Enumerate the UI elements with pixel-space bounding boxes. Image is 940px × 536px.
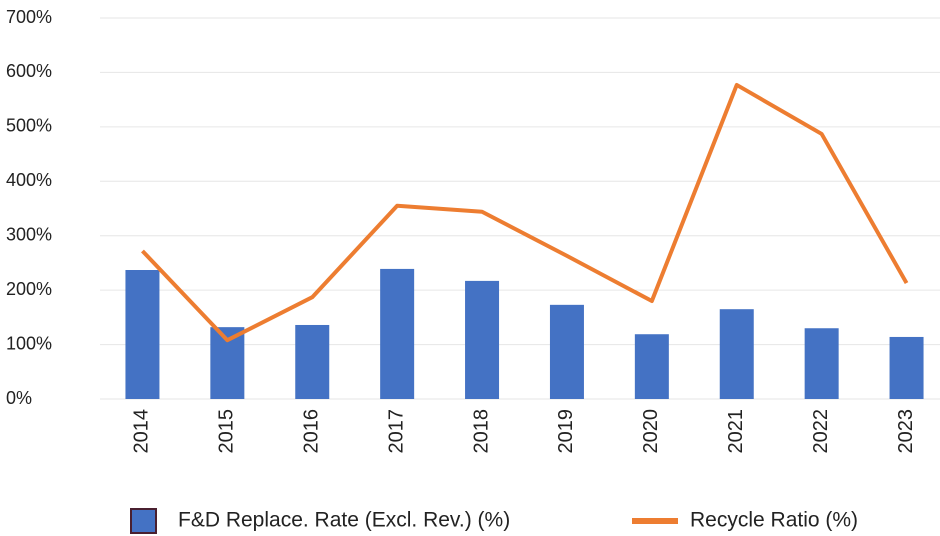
bar xyxy=(804,328,839,399)
x-tick-label: 2022 xyxy=(810,409,832,454)
y-tick-label: 100% xyxy=(6,333,52,353)
bar xyxy=(889,336,924,399)
legend-label: F&D Replace. Rate (Excl. Rev.) (%) xyxy=(178,509,510,532)
y-tick-label: 700% xyxy=(6,7,52,27)
legend-label: Recycle Ratio (%) xyxy=(690,509,858,532)
x-tick-label: 2016 xyxy=(301,409,323,454)
x-tick-label: 2021 xyxy=(725,409,747,454)
y-tick-label: 300% xyxy=(6,224,52,244)
bar xyxy=(465,280,500,399)
y-tick-label: 500% xyxy=(6,116,52,136)
bar xyxy=(634,334,669,399)
bar xyxy=(295,324,330,399)
bar xyxy=(125,270,160,399)
x-tick-label: 2014 xyxy=(131,409,153,454)
bar xyxy=(380,268,415,399)
y-tick-label: 0% xyxy=(6,388,32,408)
y-tick-label: 200% xyxy=(6,279,52,299)
x-tick-label: 2017 xyxy=(385,409,407,454)
x-tick-label: 2015 xyxy=(216,409,238,454)
bar xyxy=(549,304,584,399)
y-tick-label: 600% xyxy=(6,61,52,81)
bar xyxy=(719,309,754,399)
x-tick-label: 2019 xyxy=(555,409,577,454)
x-tick-label: 2018 xyxy=(470,409,492,454)
legend-swatch xyxy=(130,508,157,534)
x-tick-label: 2023 xyxy=(895,409,917,454)
x-tick-label: 2020 xyxy=(640,409,662,454)
y-tick-label: 400% xyxy=(6,170,52,190)
line xyxy=(141,82,909,343)
